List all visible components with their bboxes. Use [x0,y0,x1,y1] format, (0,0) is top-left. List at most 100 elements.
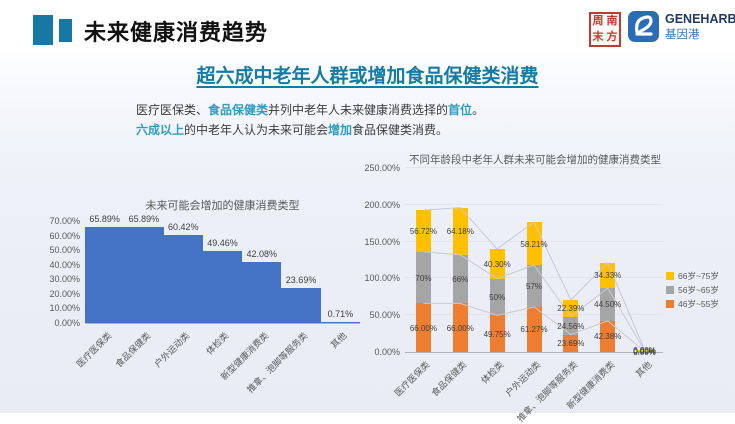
title-accent-square-small [59,19,72,42]
stacked-segment-56岁~65岁 [489,278,505,316]
x-axis-category-label: 体检类 [479,359,506,386]
stacked-segment-66岁~75岁 [563,300,579,317]
segment-value-label: 58.21% [520,239,548,249]
y-axis-tick-label: 200.00% [364,199,400,210]
y-axis-tick-label: 70.00% [49,216,80,226]
segment-value-label: 42.38% [594,332,622,342]
stacked-segment-66岁~75岁 [526,222,542,265]
gridline [405,203,663,205]
right-chart-plot: 66.00% 70% 56.72% 66.00% 66% 64.18% 49.75% 50% 4… [405,167,663,357]
y-axis-tick-label: 50.00% [369,310,400,321]
segment-value-label: 57% [525,281,543,291]
geneharbor-swoosh-icon [635,15,653,36]
legend-item: 56岁~65岁 [666,284,719,296]
bar-其他 [320,321,360,323]
paragraph-accent-text: 首位 [448,103,473,117]
bar-value-label: 65.89% [89,214,120,224]
legend-label: 66岁~75岁 [678,271,719,281]
y-axis-tick-label: 60.00% [49,230,80,241]
stacked-segment-66岁~75岁 [415,210,431,252]
slide-subtitle: 超六成中老年人群或增加食品保健类消费 [120,61,615,88]
stacked-segment-56岁~65岁 [526,264,542,307]
stacked-segment-46岁~55岁 [563,334,579,352]
left-chart-y-axis: 0.00% 10.00% 20.00% 30.00% 40.00% 50.00% 60.00… [30,216,80,328]
gridline [405,167,663,168]
segment-value-label: 22.39% [557,304,585,314]
segment-value-label: 66.00% [409,323,437,333]
stacked-segment-46岁~55岁 [637,351,653,352]
southern-weekly-seal-logo: 周 南 末 方 [589,12,621,47]
legend-item: 46岁~55岁 [666,298,719,310]
segment-value-label: 50% [489,292,506,302]
segment-value-label: 0.00% [633,346,656,356]
stacked-segment-56岁~65岁 [452,254,468,304]
trend-line [423,207,646,350]
right-chart-title: 不同年龄段中老年人群未来可能会增加的健康消费类型 [409,154,661,166]
segment-value-label: 66.00% [446,323,474,333]
segment-value-label: 49.75% [483,329,511,339]
seal-char: 末 [592,30,604,43]
stacked-segment-46岁~55岁 [489,315,505,352]
geneharbor-logo-icon [628,11,659,42]
y-axis-tick-label: 250.00% [364,163,400,173]
x-axis-category-label: 食品保健类 [429,359,469,399]
stacked-segment-46岁~55岁 [452,303,468,352]
geneharbor-logo-text: GENEHARBOR 基因港 [665,12,735,41]
right-chart-y-axis: 0.00% 50.00% 100.00% 150.00% 200.00% 250.00% [350,163,400,357]
seal-char: 南 [606,15,618,28]
legend-swatch [666,300,674,308]
geneharbor-name: GENEHARBOR [665,12,735,26]
y-axis-tick-label: 50.00% [49,245,80,256]
y-axis-tick-label: 0.00% [374,347,400,357]
paragraph-accent-text: 增加 [328,123,353,137]
stacked-segment-46岁~55岁 [600,320,616,352]
segment-value-label: 24.56% [557,321,585,331]
legend-swatch [666,272,674,280]
segment-value-label: 66% [452,275,469,285]
stacked-segment-56岁~65岁 [563,316,579,335]
y-axis-tick-label: 150.00% [364,236,400,247]
paragraph-text: 。 [472,103,485,117]
bar-value-label: 49.46% [207,237,238,248]
paragraph-accent-text: 食品保健类 [208,103,269,117]
page-title: 未来健康消费趋势 [84,20,269,45]
paragraph-line: 医疗医保类、食品保健类并列中老年人未来健康消费选择的首位。 [136,100,484,120]
bar-医疗医保类 [85,227,125,323]
x-axis-category-label: 其他 [633,359,654,380]
stacked-segment-46岁~55岁 [415,303,431,352]
stacked-segment-46岁~55岁 [526,306,542,352]
trend-lines-overlay [423,207,646,352]
title-accent-square-large [33,15,53,45]
segment-value-label: 56.72% [409,227,437,237]
y-axis-tick-label: 0.00% [54,318,80,328]
bar-value-label: 42.08% [246,248,278,259]
segment-value-label: 0.00% [633,347,656,357]
bar-新型健康消费类 [242,261,282,323]
segment-value-label: 64.18% [446,227,474,237]
left-chart-x-axis: 医疗医保类 食品保健类 户外运动类 体检类 新型健康消费类 推拿、泡脚等服务类 其他 [74,324,360,404]
bar-value-label: 65.89% [128,214,160,224]
stacked-segment-56岁~65岁 [600,288,616,321]
seal-char: 周 [592,15,604,28]
bar-户外运动类 [163,234,203,323]
segment-value-label: 23.69% [557,339,585,349]
legend-label: 56岁~65岁 [678,285,719,295]
segment-value-label: 61.27% [520,325,548,335]
bar-value-label: 0.71% [327,308,354,319]
bar-食品保健类 [124,227,164,323]
paragraph-line: 六成以上的中老年人认为未来可能会增加食品保健类消费。 [136,120,484,140]
trend-line [423,251,646,351]
right-chart-x-axis: 医疗医保类 食品保健类 体检类 户外运动类 推拿、泡脚等服务类 新型健康消费类 其他 [393,353,663,423]
paragraph-text: 医疗医保类、 [136,103,209,117]
paragraph-text: 并列中老年人未来健康消费选择的 [268,103,449,117]
summary-paragraph: 医疗医保类、食品保健类并列中老年人未来健康消费选择的首位。 六成以上的中老年人认为… [136,100,484,140]
segment-value-label: 44.50% [594,300,622,310]
bar-value-label: 60.42% [167,221,199,232]
slide-subtitle-text: 超六成中老年人群或增加食品保健类消费 [196,66,539,87]
left-chart-plot: 65.89% 65.89% 60.42% 49.46% 42.08% 23.69% 0.71… [85,214,360,324]
x-axis-category-label: 体检类 [204,330,231,357]
legend-item: 66岁~75岁 [666,270,719,282]
stacked-segment-66岁~75岁 [489,248,505,279]
paragraph-accent-text: 六成以上 [136,123,185,137]
left-chart-title: 未来可能会增加的健康消费类型 [145,200,300,212]
